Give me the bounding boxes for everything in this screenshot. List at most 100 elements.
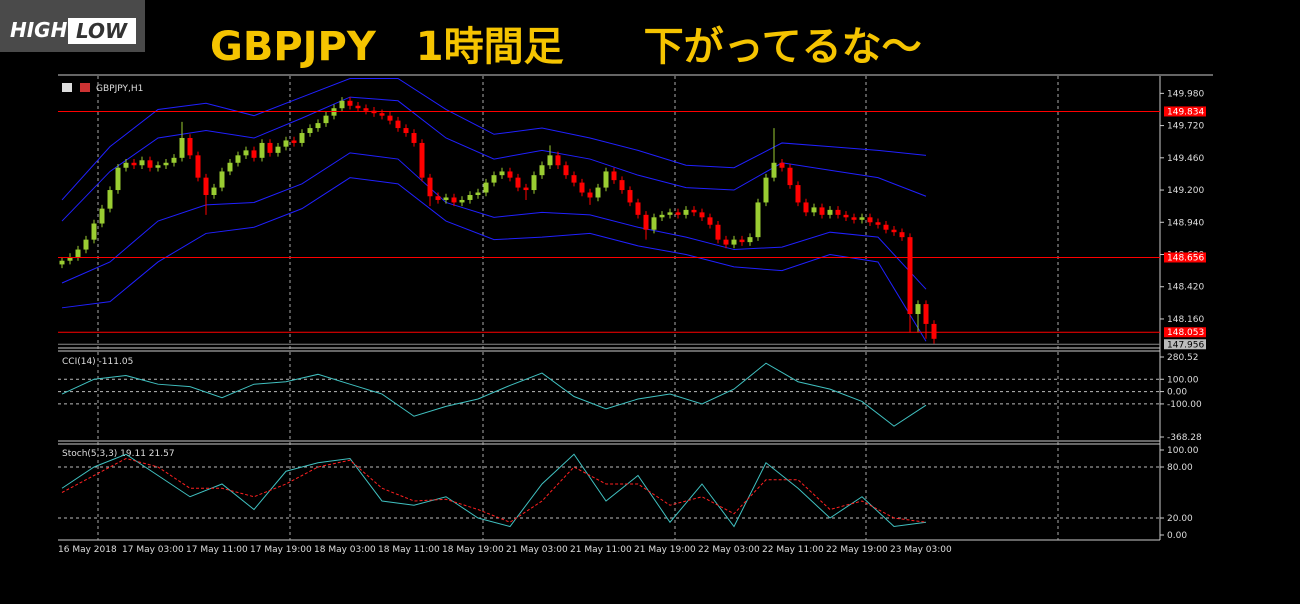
candle-body <box>763 177 769 203</box>
candle-body <box>627 190 633 203</box>
candle-body <box>131 162 137 166</box>
candle-body <box>435 196 441 200</box>
candle-body <box>595 187 601 198</box>
y-tick-label: 100.00 <box>1167 446 1199 456</box>
candle-body <box>563 165 569 176</box>
candle-body <box>443 197 449 200</box>
candle-body <box>539 165 545 176</box>
candle-body <box>347 100 353 106</box>
candle-body <box>747 237 753 243</box>
candle-body <box>259 142 265 158</box>
candle-body <box>659 214 665 218</box>
candle-body <box>227 162 233 172</box>
candle-body <box>83 239 89 250</box>
x-tick-label: 22 May 03:00 <box>698 545 760 555</box>
y-tick-label: 149.460 <box>1167 154 1204 164</box>
x-tick-label: 21 May 11:00 <box>570 545 632 555</box>
y-tick-label: 148.940 <box>1167 218 1204 228</box>
candle-body <box>307 128 313 134</box>
candle-body <box>667 212 673 215</box>
candle-body <box>211 187 217 196</box>
candle-body <box>835 209 841 215</box>
candle-body <box>107 190 113 209</box>
candle-body <box>459 199 465 203</box>
candle-body <box>243 150 249 156</box>
candle-body <box>827 209 833 215</box>
candle-body <box>171 157 177 163</box>
candle-body <box>875 222 881 225</box>
y-tick-label: 280.52 <box>1167 353 1199 363</box>
candle-body <box>915 304 921 315</box>
icon <box>62 83 72 92</box>
candle-body <box>931 323 937 339</box>
y-tick-label: 100.00 <box>1167 375 1199 385</box>
candle-body <box>923 304 929 324</box>
x-tick-label: 21 May 19:00 <box>634 545 696 555</box>
candle-body <box>579 182 585 193</box>
candle-body <box>387 115 393 121</box>
x-tick-label: 17 May 03:00 <box>122 545 184 555</box>
candle-body <box>315 123 321 129</box>
candle-body <box>907 237 913 315</box>
candle-body <box>59 260 65 265</box>
candle-body <box>739 239 745 243</box>
candle-body <box>507 171 513 178</box>
panel-title: CCI(14) -111.05 <box>62 357 133 367</box>
current-price-label: 147.956 <box>1167 340 1204 350</box>
candle-body <box>867 217 873 223</box>
candle-body <box>91 223 97 240</box>
candle-body <box>163 162 169 166</box>
candle-body <box>891 229 897 233</box>
candle-body <box>187 137 193 156</box>
candle-body <box>235 155 241 163</box>
candle-body <box>843 214 849 218</box>
candle-body <box>651 217 657 230</box>
candle-body <box>299 133 305 143</box>
x-tick-label: 17 May 19:00 <box>250 545 312 555</box>
logo-low: LOW <box>76 19 128 43</box>
panel-title: GBPJPY,H1 <box>96 84 143 94</box>
candle-body <box>291 140 297 143</box>
page-title: GBPJPY 1時間足 下がってるな～ <box>210 24 922 70</box>
candle-body <box>195 155 201 178</box>
candle-body <box>523 187 529 191</box>
x-tick-label: 18 May 19:00 <box>442 545 504 555</box>
level-label-box <box>1164 106 1206 117</box>
candle-body <box>395 120 401 129</box>
candle-body <box>355 105 361 109</box>
level-label-box <box>1164 252 1206 263</box>
candle-body <box>779 162 785 168</box>
level-label: 149.834 <box>1167 107 1204 117</box>
candle-body <box>451 197 457 203</box>
logo-high: HIGH <box>10 18 68 42</box>
candle-body <box>267 142 273 153</box>
bollinger-band <box>61 177 927 342</box>
candle-body <box>643 214 649 230</box>
candle-body <box>811 207 817 213</box>
candle-body <box>403 128 409 134</box>
candle-body <box>571 175 577 183</box>
candle-body <box>899 232 905 238</box>
y-tick-label: 149.200 <box>1167 186 1204 196</box>
candle-body <box>683 209 689 215</box>
candle-body <box>339 100 345 109</box>
indicator-line <box>61 362 927 427</box>
y-tick-label: 148.420 <box>1167 283 1204 293</box>
x-tick-label: 23 May 03:00 <box>890 545 952 555</box>
y-tick-label: 0.00 <box>1167 531 1187 541</box>
candle-body <box>203 177 209 196</box>
y-tick-label: 149.720 <box>1167 122 1204 132</box>
candle-body <box>115 167 121 191</box>
y-tick-label: 20.00 <box>1167 514 1193 524</box>
candle-body <box>515 177 521 188</box>
candle-body <box>603 171 609 188</box>
y-tick-label: 0.00 <box>1167 388 1187 398</box>
candle-body <box>723 239 729 245</box>
candle-body <box>179 137 185 158</box>
y-tick-label: -368.28 <box>1167 433 1202 443</box>
level-label: 148.656 <box>1167 253 1204 263</box>
candle-body <box>499 171 505 176</box>
candle-body <box>883 224 889 230</box>
candle-body <box>483 182 489 193</box>
